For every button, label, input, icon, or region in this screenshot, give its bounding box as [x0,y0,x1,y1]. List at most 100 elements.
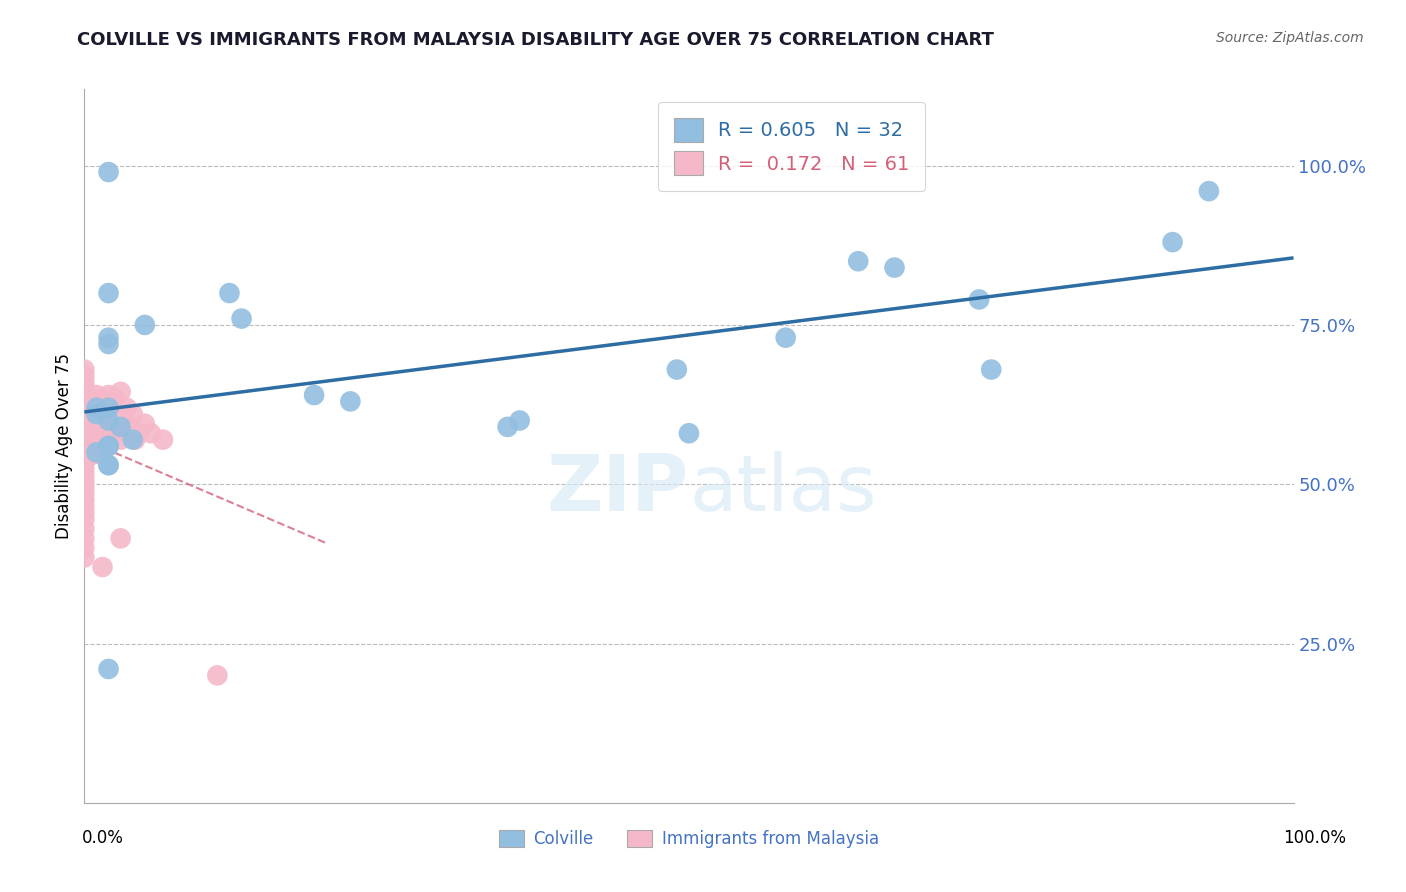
Point [73,474,96,488]
Point [110,384,132,399]
Point [79,413,101,427]
Point [73,417,96,431]
Point [73,550,96,565]
Point [883,260,905,275]
Point [91,407,114,421]
Text: 100.0%: 100.0% [1284,829,1346,847]
Point [73,388,96,402]
Point [97,662,120,676]
Point [73,382,96,396]
Point [967,293,990,307]
Text: ZIP: ZIP [547,450,689,527]
Point [496,420,519,434]
Point [97,388,120,402]
Point [134,318,156,332]
Point [73,429,96,443]
Point [97,413,120,427]
Point [509,413,531,427]
Point [1161,235,1184,249]
Legend: Colville, Immigrants from Malaysia: Colville, Immigrants from Malaysia [492,823,886,855]
Point [86,401,108,415]
Point [73,493,96,508]
Point [73,391,96,405]
Text: 0.0%: 0.0% [82,829,124,847]
Point [207,668,229,682]
Point [665,362,688,376]
Point [73,541,96,555]
Point [91,560,114,574]
Point [86,388,108,402]
Point [139,426,162,441]
Point [73,376,96,390]
Point [128,426,150,441]
Point [73,506,96,520]
Point [134,417,156,431]
Point [86,407,108,421]
Point [91,449,114,463]
Text: COLVILLE VS IMMIGRANTS FROM MALAYSIA DISABILITY AGE OVER 75 CORRELATION CHART: COLVILLE VS IMMIGRANTS FROM MALAYSIA DIS… [77,31,994,49]
Point [94,401,117,415]
Point [79,449,101,463]
Point [83,394,105,409]
Point [104,391,127,405]
Point [86,445,108,459]
Point [97,331,120,345]
Point [121,433,143,447]
Y-axis label: Disability Age Over 75: Disability Age Over 75 [55,353,73,539]
Point [83,410,105,425]
Point [73,410,96,425]
Point [104,426,127,441]
Point [110,420,132,434]
Point [231,311,253,326]
Point [73,449,96,463]
Point [120,420,142,434]
Point [110,433,132,447]
Point [110,532,132,546]
Point [97,417,120,431]
Point [86,420,108,434]
Point [73,512,96,526]
Point [97,286,120,301]
Point [97,165,120,179]
Point [97,337,120,351]
Point [110,407,132,421]
Point [980,362,1002,376]
Point [121,407,143,421]
Point [73,522,96,536]
Point [73,455,96,469]
Point [73,500,96,514]
Point [83,429,105,443]
Text: Source: ZipAtlas.com: Source: ZipAtlas.com [1216,31,1364,45]
Point [73,368,96,383]
Point [73,362,96,376]
Point [124,433,146,447]
Point [91,391,114,405]
Point [73,480,96,494]
Point [846,254,869,268]
Point [97,439,120,453]
Point [73,435,96,450]
Point [73,404,96,418]
Point [91,429,114,443]
Point [73,532,96,546]
Point [339,394,361,409]
Point [302,388,325,402]
Point [218,286,240,301]
Point [775,331,797,345]
Point [152,433,174,447]
Point [97,401,120,415]
Point [73,487,96,501]
Point [73,461,96,475]
Point [1198,184,1220,198]
Point [73,423,96,437]
Point [79,401,101,415]
Point [73,442,96,457]
Point [73,467,96,482]
Point [97,458,120,472]
Point [73,398,96,412]
Text: atlas: atlas [689,450,876,527]
Point [115,401,138,415]
Point [79,429,101,443]
Point [97,458,120,472]
Point [97,439,120,453]
